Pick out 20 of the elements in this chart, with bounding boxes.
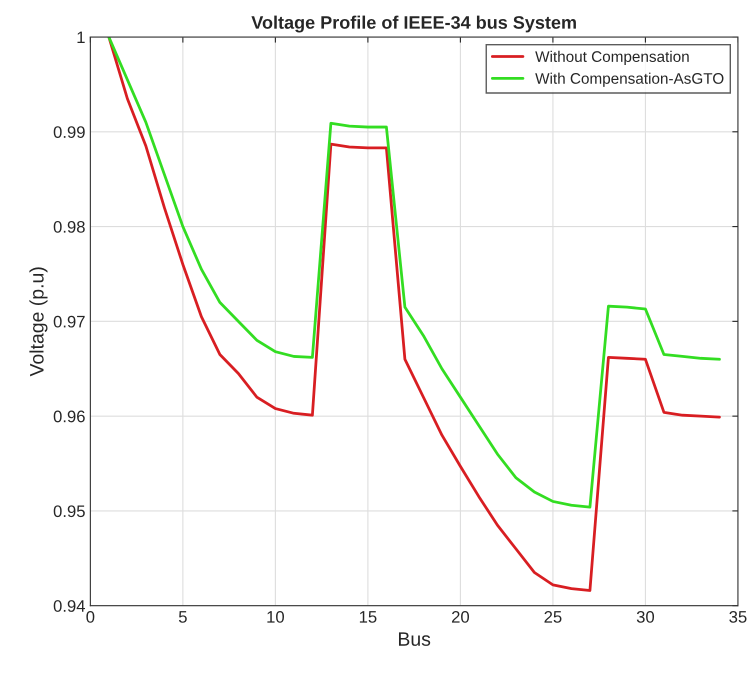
x-tick-label: 20 [452,611,470,623]
y-tick-label: 0.98 [54,220,85,233]
y-tick-label: 0.94 [54,600,86,612]
x-tick-label: 10 [267,611,284,623]
y-tick-label: 0.99 [54,126,85,138]
x-tick-label: 30 [636,611,654,623]
x-tick-label: 35 [729,611,747,623]
x-tick-label: 0 [86,611,94,623]
y-tick-label: 0.96 [54,410,85,422]
x-axis-title: Bus [398,632,430,646]
x-tick-label: 5 [178,611,187,623]
y-tick-label: 0.97 [54,316,85,328]
legend-label: Without Compensation [535,50,689,66]
x-tick-label: 25 [544,611,562,623]
y-tick-label: 1 [78,32,85,44]
legend-label: With Compensation-AsGTO [535,72,724,87]
y-tick-label: 0.95 [54,505,85,518]
y-axis-title: Voltage (p.u) [29,267,48,376]
chart-title: Voltage Profile of IEEE-34 bus System [251,16,576,33]
x-tick-label: 15 [360,611,376,623]
